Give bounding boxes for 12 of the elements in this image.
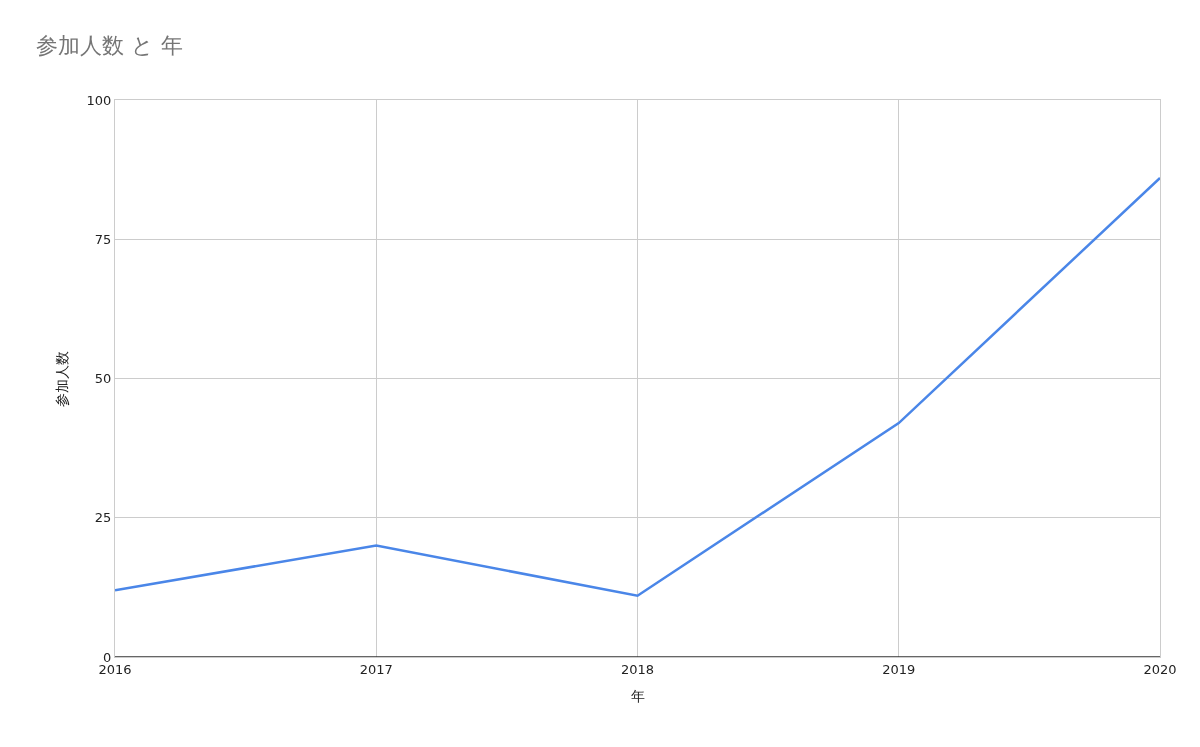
- y-axis-title: 参加人数: [54, 350, 71, 407]
- x-tick-label: 2020: [1143, 661, 1177, 677]
- x-tick-label: 2017: [359, 661, 393, 677]
- x-tick-label: 2019: [882, 661, 916, 677]
- y-tick-label: 50: [94, 371, 112, 387]
- chart-title: 参加人数 と 年: [36, 32, 183, 58]
- y-tick-label: 75: [94, 231, 112, 247]
- y-tick-label: 100: [86, 92, 112, 108]
- x-axis-title: 年: [630, 687, 645, 704]
- y-tick-label: 25: [94, 510, 112, 526]
- line-series: [115, 176, 1160, 597]
- x-tick-label: 2018: [620, 661, 655, 677]
